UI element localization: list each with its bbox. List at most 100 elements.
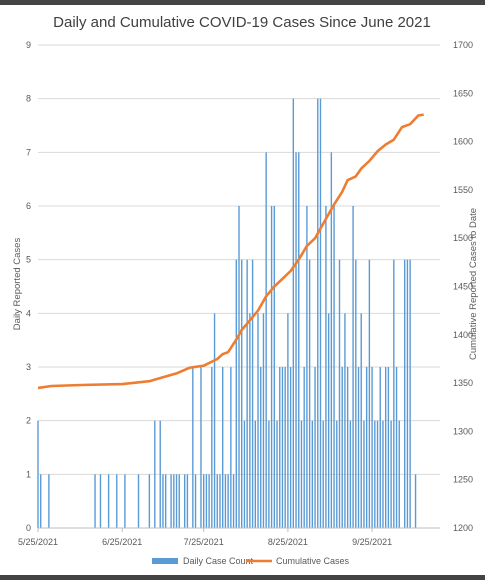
daily-bar [260, 367, 262, 528]
y-right-tick-label: 1300 [453, 426, 473, 436]
daily-bar [170, 474, 172, 528]
daily-bar [414, 474, 417, 528]
daily-bar [159, 420, 161, 528]
daily-bar [379, 367, 381, 528]
daily-bar [154, 420, 156, 528]
legend-bar-swatch [152, 558, 178, 564]
daily-bar [327, 313, 330, 528]
cumulative-line-path [37, 113, 424, 390]
daily-bar [346, 367, 349, 528]
daily-bar [232, 474, 235, 528]
daily-bar [330, 152, 333, 529]
daily-bar [216, 474, 218, 528]
daily-bar [257, 313, 259, 528]
daily-bar [40, 474, 42, 528]
x-tick-label: 9/25/2021 [352, 537, 392, 547]
daily-bar [241, 259, 243, 528]
daily-bar [363, 420, 365, 528]
daily-bar [398, 420, 400, 528]
y-left-tick-label: 4 [26, 308, 31, 318]
daily-bar [295, 152, 297, 529]
daily-bar [268, 420, 270, 528]
daily-bar [219, 474, 221, 528]
bottom-frame-band [0, 575, 485, 580]
y-right-tick-label: 1200 [453, 523, 473, 533]
daily-bar [352, 206, 354, 528]
daily-bar [222, 367, 224, 528]
legend: Daily Case Count Cumulative Cases [152, 556, 350, 566]
daily-bar [164, 474, 167, 528]
daily-bar [243, 420, 246, 528]
chart-title: Daily and Cumulative COVID-19 Cases Sinc… [53, 14, 431, 31]
x-tick-label: 5/25/2021 [18, 537, 58, 547]
daily-bar [273, 206, 276, 528]
daily-bar [357, 367, 360, 528]
daily-bar [205, 474, 208, 528]
daily-bar [175, 474, 178, 528]
daily-bar [341, 367, 343, 528]
daily-bar [178, 474, 180, 528]
top-frame-band [0, 0, 485, 5]
x-tick-label: 6/25/2021 [102, 537, 142, 547]
daily-bar [235, 259, 237, 528]
daily-bar [173, 474, 175, 528]
daily-bar [365, 367, 368, 528]
daily-bar [262, 313, 265, 528]
daily-bar [333, 206, 335, 528]
daily-bar [202, 474, 205, 528]
daily-bar [360, 313, 362, 528]
y-right-tick-label: 1600 [453, 137, 473, 147]
daily-bar [186, 474, 189, 528]
daily-bar [336, 420, 338, 528]
daily-bar [298, 152, 300, 529]
daily-bar [213, 313, 216, 528]
daily-bar [246, 259, 248, 528]
daily-bar [292, 98, 295, 529]
y-right-tick-label: 1700 [453, 40, 473, 50]
daily-bar [276, 420, 278, 528]
daily-bar [224, 474, 227, 528]
daily-bar [227, 474, 229, 528]
daily-bar [374, 420, 376, 528]
daily-bar [300, 420, 303, 528]
daily-bar [94, 474, 96, 528]
daily-bar [384, 367, 387, 528]
y-left-tick-label: 7 [26, 147, 31, 157]
daily-bar [211, 367, 213, 528]
daily-bar [393, 259, 395, 528]
legend-bar-label: Daily Case Count [183, 556, 254, 566]
y-left-tick-label: 0 [26, 523, 31, 533]
y-right-tick-label: 1350 [453, 378, 473, 388]
daily-bar [200, 367, 202, 528]
daily-bar [344, 313, 346, 528]
daily-bar [390, 420, 392, 528]
daily-bar [107, 474, 110, 528]
daily-bar [376, 420, 379, 528]
y-left-tick-label: 5 [26, 255, 31, 265]
daily-bar [382, 420, 384, 528]
daily-bar [124, 474, 126, 528]
daily-bar [183, 474, 186, 528]
y-right-tick-label: 1400 [453, 330, 473, 340]
daily-bar [194, 474, 197, 528]
daily-bar [409, 259, 411, 528]
y-right-tick-label: 1500 [453, 233, 473, 243]
daily-bar [319, 98, 322, 529]
y-left-tick-label: 8 [26, 94, 31, 104]
daily-bar [338, 259, 341, 528]
daily-bar [148, 474, 151, 528]
daily-bar [208, 474, 210, 528]
y-left-tick-label: 9 [26, 40, 31, 50]
daily-bar [281, 367, 284, 528]
daily-bar [162, 474, 164, 528]
y-left-tick-label: 1 [26, 469, 31, 479]
daily-bar [48, 474, 50, 528]
daily-bar [325, 206, 327, 528]
daily-bars [37, 98, 417, 529]
daily-bar [270, 206, 273, 528]
daily-bar [387, 367, 390, 528]
daily-bar [287, 313, 289, 528]
daily-bar [116, 474, 118, 528]
daily-bar [249, 313, 251, 528]
